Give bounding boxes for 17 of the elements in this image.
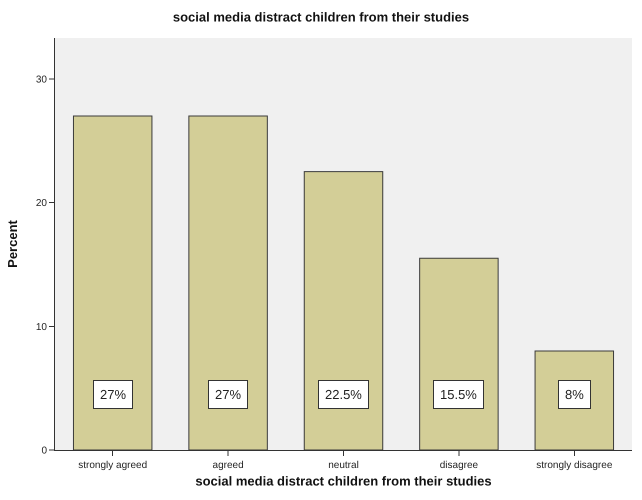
data-label: 22.5% [325,387,362,402]
x-tick-label: neutral [328,460,359,471]
data-label: 15.5% [440,387,478,402]
x-tick-label: strongly agreed [78,460,148,471]
x-tick-label: agreed [212,460,244,471]
x-tick-label: strongly disagree [536,460,613,471]
data-label: 27% [100,387,126,402]
y-tick-label: 10 [36,322,48,333]
data-label: 27% [215,387,242,402]
y-tick-label: 0 [41,446,48,456]
y-tick-label: 30 [36,74,48,86]
chart-title: social media distract children from their studies [172,10,470,25]
x-tick-label: disagree [440,460,479,471]
y-tick-label: 20 [36,198,48,210]
y-axis-title: Percent [4,219,20,268]
data-label: 8% [565,387,584,402]
x-axis-title: social media distract children from their studies [195,474,492,489]
